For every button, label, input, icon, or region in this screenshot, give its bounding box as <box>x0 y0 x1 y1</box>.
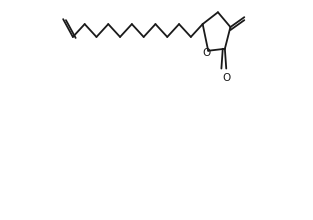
Text: O: O <box>202 48 210 58</box>
Text: O: O <box>222 73 230 83</box>
